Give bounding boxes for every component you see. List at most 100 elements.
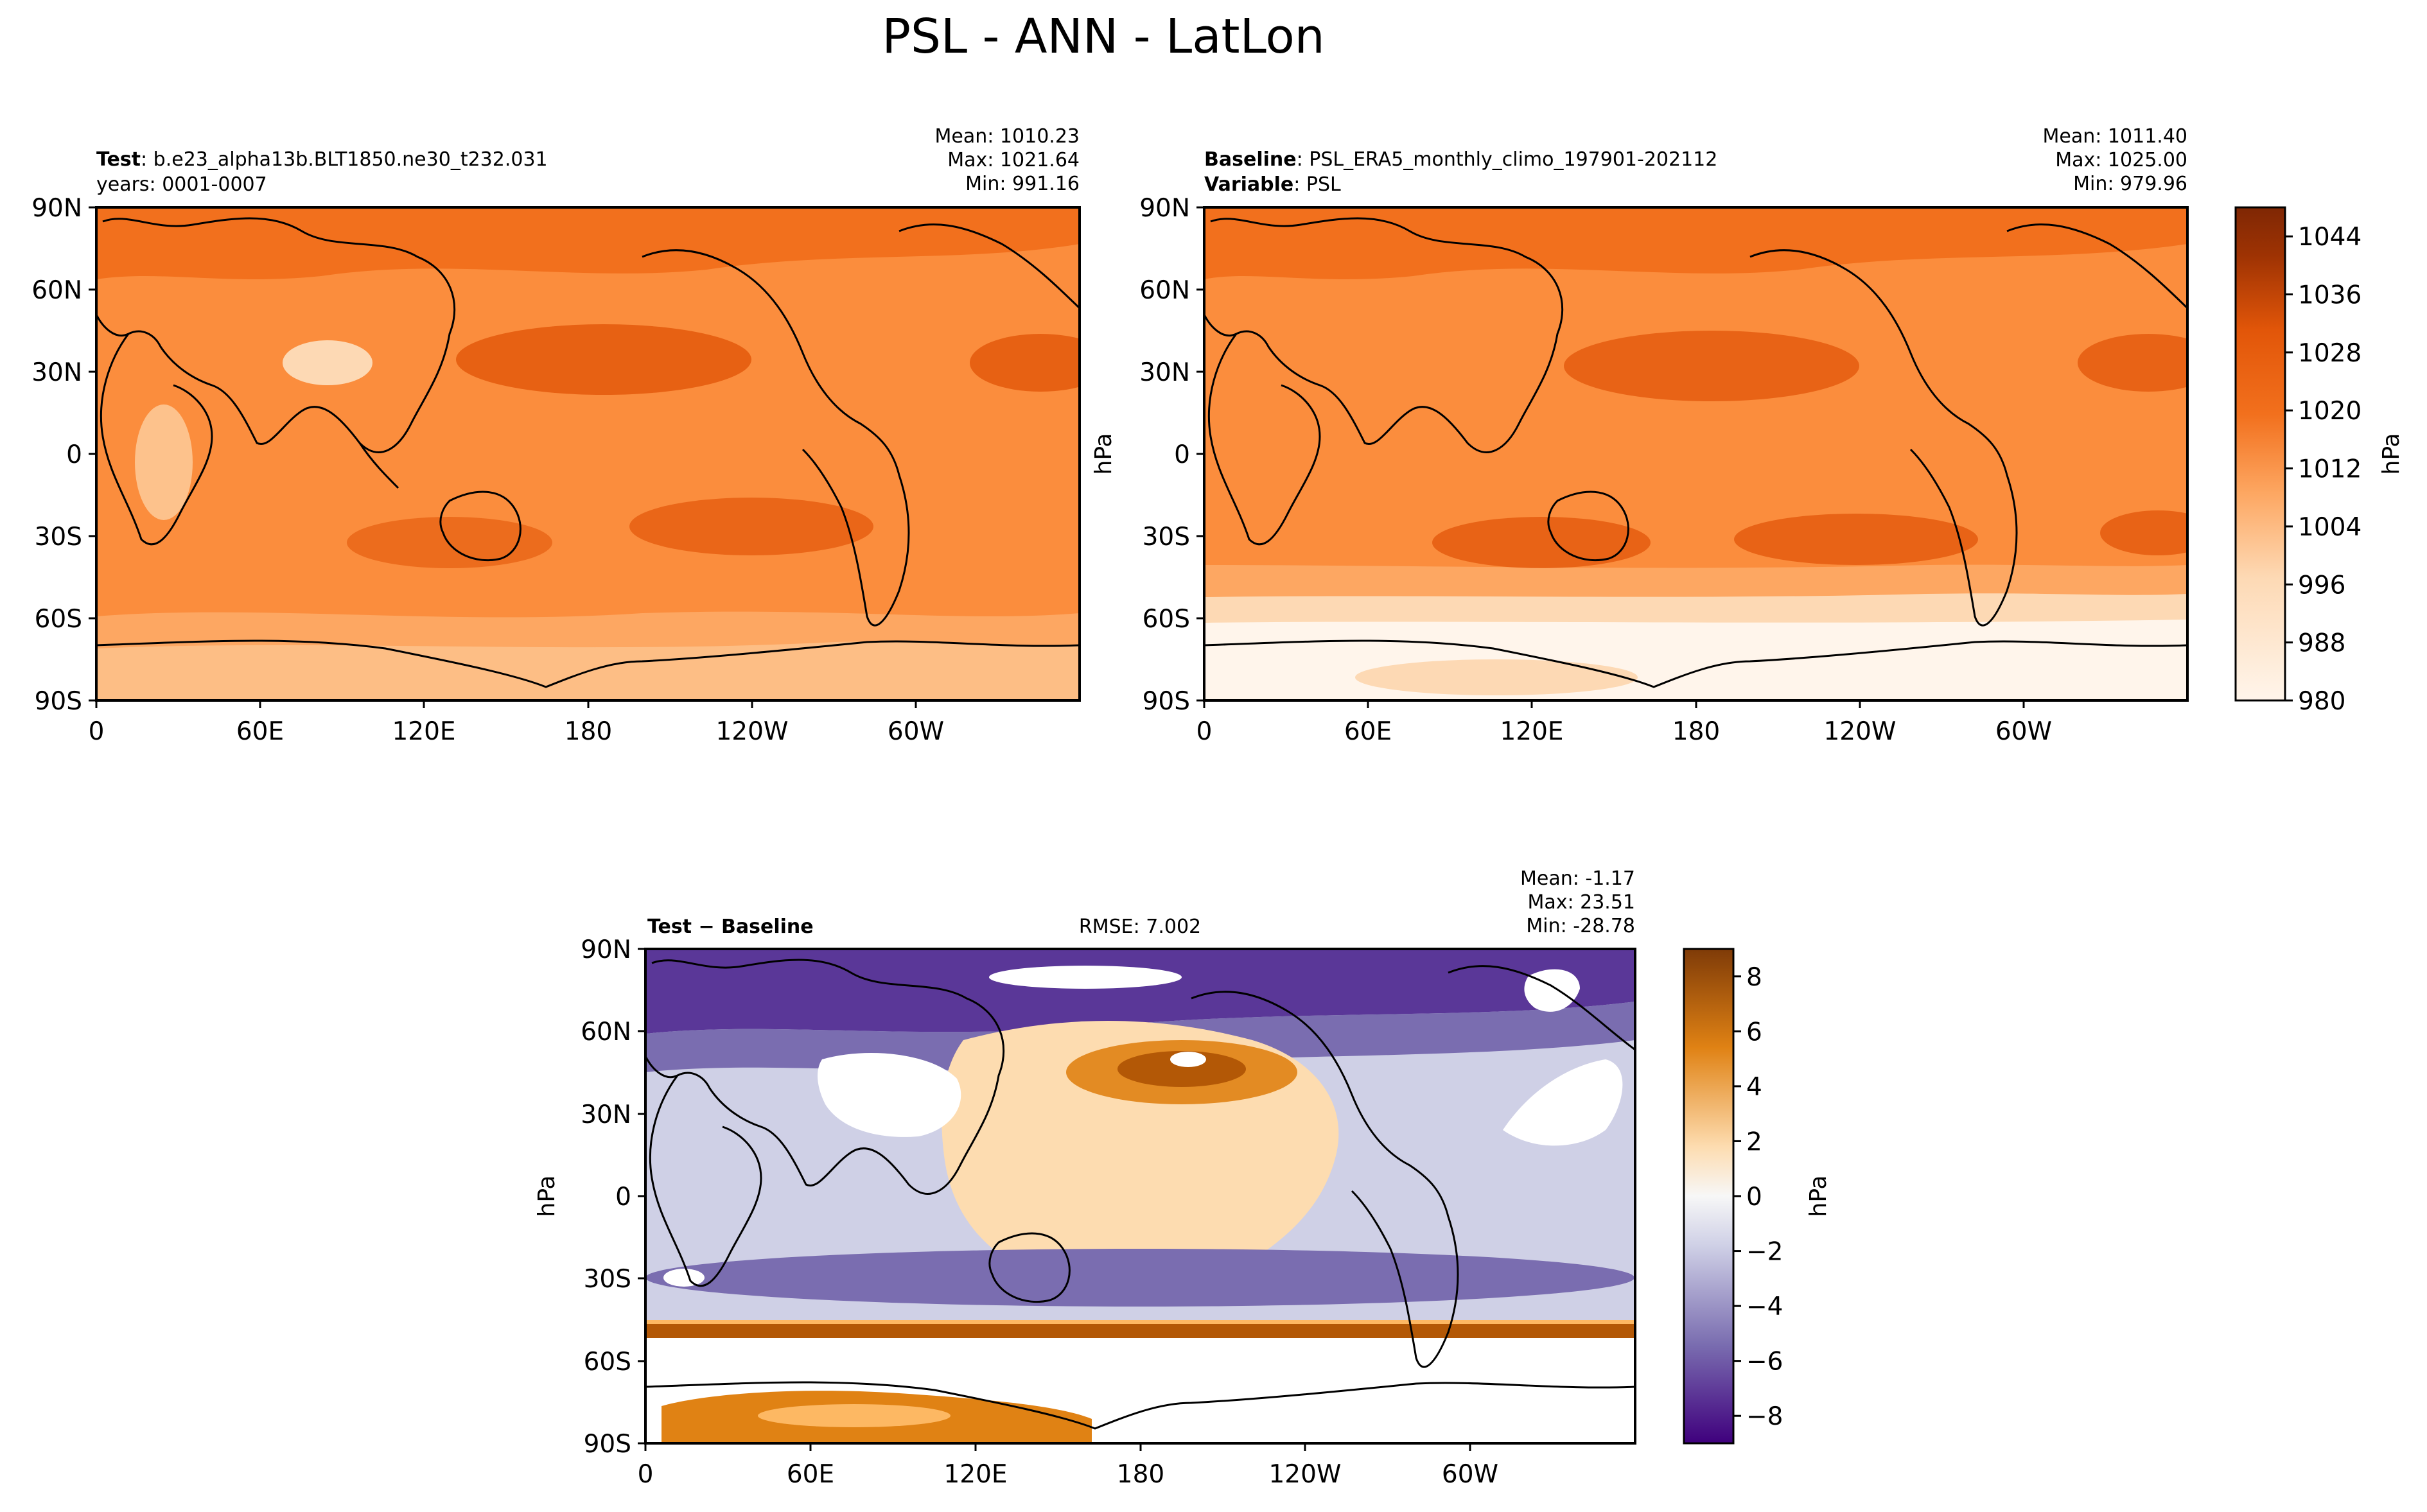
colorbar-tick-label: 1012	[2298, 455, 2361, 484]
colorbar-tick-label: 1020	[2298, 397, 2361, 426]
diff-south-band-positive	[645, 1324, 1635, 1338]
baseline-antarctic-interior	[1355, 659, 1638, 695]
colorbar-tick-label: 1004	[2298, 513, 2361, 542]
test-tibet-low	[283, 340, 372, 385]
colorbar-diff-gradient	[1683, 948, 1735, 1445]
y-tick-label: 30S	[35, 523, 82, 552]
test-lon-ticks: 0 60E 120E 180 120W 60W	[89, 717, 945, 746]
x-tick-label: 120W	[1268, 1460, 1341, 1489]
diff-field	[645, 949, 1635, 1443]
test-min: Min: 991.16	[965, 173, 1080, 195]
diff-min: Min: -28.78	[1526, 915, 1635, 937]
diff-rmse: RMSE: 7.002	[1079, 916, 1201, 938]
y-tick-label: 30S	[584, 1265, 631, 1294]
baseline-tick-marks	[1196, 206, 2025, 708]
baseline-variable-label: Variable	[1204, 173, 1293, 196]
test-years: years: 0001-0007	[96, 173, 267, 196]
test-tick-marks	[89, 206, 917, 708]
svg-text:Test: b.e23_alpha13b.BLT1850.n: Test: b.e23_alpha13b.BLT1850.ne30_t232.0…	[96, 148, 548, 171]
colorbar-tick-label: 1036	[2298, 281, 2361, 310]
test-case-name: : b.e23_alpha13b.BLT1850.ne30_t232.031	[141, 148, 548, 171]
y-tick-label: 60N	[31, 276, 82, 305]
x-tick-label: 120E	[943, 1460, 1007, 1489]
test-africa-low	[135, 404, 193, 520]
x-tick-label: 0	[1196, 717, 1213, 746]
colorbar-tick-label: 996	[2298, 571, 2345, 600]
diff-arctic-mask	[989, 966, 1182, 989]
baseline-variable-value: : PSL	[1293, 173, 1341, 196]
x-tick-label: 180	[1117, 1460, 1164, 1489]
test-high-spac	[629, 498, 873, 555]
colorbar-tick-label: −8	[1746, 1402, 1783, 1431]
colorbar-tick-label: 0	[1746, 1183, 1762, 1212]
baseline-high-satl	[2100, 510, 2187, 555]
baseline-high-ind	[1432, 517, 1651, 568]
y-tick-label: 90S	[35, 687, 82, 716]
x-tick-label: 120E	[392, 717, 455, 746]
baseline-lat-ticks: 90N 60N 30N 0 30S 60S 90S	[1139, 194, 1190, 716]
baseline-dataset-name: : PSL_ERA5_monthly_climo_197901-202112	[1297, 148, 1718, 171]
baseline-lon-ticks: 0 60E 120E 180 120W 60W	[1196, 717, 2053, 746]
diff-tick-marks	[638, 948, 1471, 1451]
diff-max: Max: 23.51	[1527, 891, 1635, 914]
x-tick-label: 0	[638, 1460, 654, 1489]
colorbar-tick-label: −6	[1746, 1348, 1783, 1377]
diff-lon-ticks: 0 60E 120E 180 120W 60W	[638, 1460, 1499, 1489]
colorbar-tick-label: 1044	[2298, 223, 2361, 252]
x-tick-label: 60W	[1442, 1460, 1498, 1489]
colorbar-main-ticks: 1044 1036 1028 1020 1012 1004 996 988 980	[2285, 223, 2361, 716]
test-lat-ticks: 90N 60N 30N 0 30S 60S 90S	[31, 194, 82, 716]
x-tick-label: 60W	[888, 717, 944, 746]
y-tick-label: 60N	[1139, 276, 1190, 305]
diff-ylabel: hPa	[534, 1176, 560, 1217]
x-tick-label: 180	[565, 717, 612, 746]
test-contour-north	[96, 207, 1080, 279]
x-tick-label: 120W	[1823, 717, 1896, 746]
diff-arctic-negative	[645, 949, 1635, 1034]
x-tick-label: 60E	[1344, 717, 1392, 746]
x-tick-label: 180	[1672, 717, 1720, 746]
colorbar-tick-label: 6	[1746, 1018, 1762, 1047]
svg-text:Baseline: PSL_ERA5_monthly_cli: Baseline: PSL_ERA5_monthly_climo_197901-…	[1204, 148, 1717, 171]
baseline-high-spac	[1734, 514, 1978, 565]
y-tick-label: 60S	[1143, 605, 1190, 634]
svg-text:Variable: PSL: Variable: PSL	[1204, 173, 1341, 196]
test-coastlines	[96, 217, 1080, 688]
x-tick-label: 60E	[787, 1460, 834, 1489]
panel-baseline: Baseline: PSL_ERA5_monthly_climo_197901-…	[1091, 125, 2189, 746]
baseline-label: Baseline	[1204, 148, 1297, 171]
diff-natl-mask	[1503, 1059, 1623, 1146]
y-tick-label: 60N	[581, 1018, 631, 1047]
diff-npac-mask	[1170, 1052, 1206, 1067]
baseline-ylabel: hPa	[1091, 433, 1117, 475]
colorbar-tick-label: 8	[1746, 963, 1762, 992]
diff-label: Test − Baseline	[647, 916, 814, 938]
baseline-mean: Mean: 1011.40	[2043, 125, 2187, 148]
y-tick-label: 90N	[581, 935, 631, 964]
diff-coastlines	[645, 959, 1635, 1430]
diff-mean: Mean: -1.17	[1520, 867, 1635, 890]
baseline-high-npac	[1564, 331, 1859, 401]
test-high-natl	[970, 334, 1080, 392]
colorbar-tick-label: 4	[1746, 1073, 1762, 1102]
diff-antarctic-positive-core	[758, 1404, 951, 1427]
test-label: Test	[96, 148, 141, 171]
baseline-contour-south3	[1204, 620, 2187, 700]
baseline-contour-north	[1204, 207, 2187, 279]
y-tick-label: 90N	[31, 194, 82, 223]
colorbar-tick-label: 2	[1746, 1127, 1762, 1156]
x-tick-label: 60W	[1995, 717, 2052, 746]
colorbar-diff: 8 6 4 2 0 −2 −4 −6 −8 hPa	[1683, 948, 1832, 1445]
baseline-coastlines	[1204, 217, 2187, 688]
diff-npac-positive-core	[1117, 1051, 1246, 1087]
y-tick-label: 30S	[1143, 523, 1190, 552]
test-high-npac	[456, 324, 751, 395]
y-tick-label: 60S	[35, 605, 82, 634]
test-field	[96, 207, 1080, 700]
x-tick-label: 120W	[715, 717, 788, 746]
panel-diff: Test − Baseline RMSE: 7.002 Mean: -1.17 …	[534, 867, 1636, 1489]
baseline-high-natl	[2078, 334, 2187, 392]
figure-title: PSL - ANN - LatLon	[882, 9, 1324, 64]
y-tick-label: 0	[66, 440, 82, 469]
colorbar-tick-label: 980	[2298, 687, 2345, 716]
